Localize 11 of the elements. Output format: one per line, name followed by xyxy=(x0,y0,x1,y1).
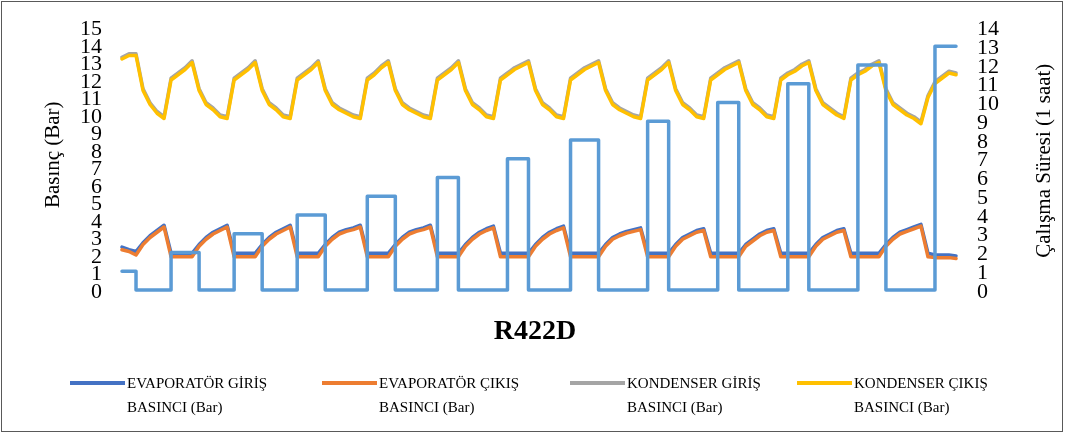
legend-label: EVAPORATÖR ÇIKIŞ BASINCI (Bar) xyxy=(379,375,520,416)
y2-tick-label: 6 xyxy=(977,165,988,190)
text: R422D xyxy=(493,313,577,345)
legend-label: KONDENSER GİRİŞ BASINCI (Bar) xyxy=(627,375,761,416)
legend-label: KONDENSER ÇIKIŞ BASINCI (Bar) xyxy=(854,375,988,416)
y2-tick-label: 10 xyxy=(977,90,999,115)
y-axis-title: Basınç (Bar) xyxy=(40,101,64,209)
y2-tick-label: 14 xyxy=(977,15,999,40)
legend-label: EVAPORATÖR GİRİŞ BASINCI (Bar) xyxy=(127,375,268,416)
y2-tick-label: 2 xyxy=(977,240,988,265)
y2-axis-title: Çalışma Süresi (1 saat) xyxy=(1031,63,1055,258)
